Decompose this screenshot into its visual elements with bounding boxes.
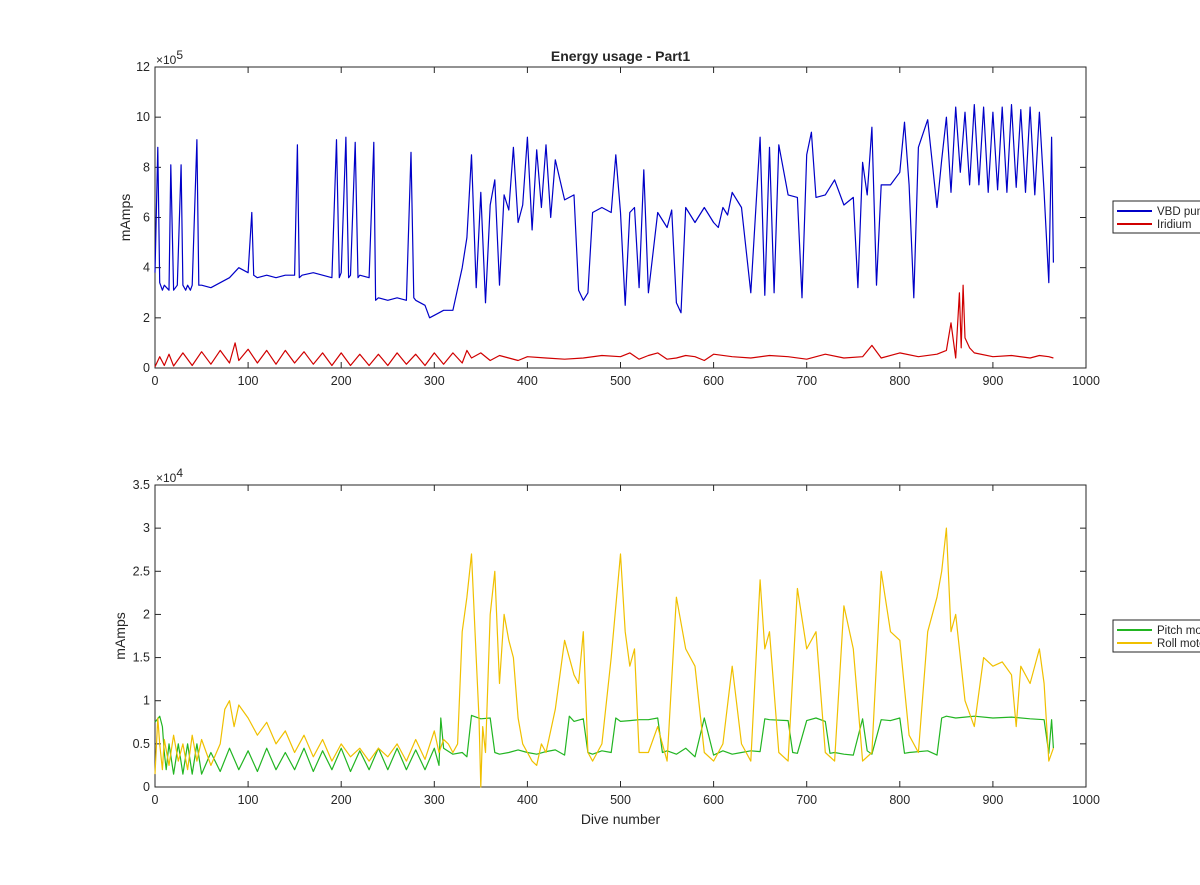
- x-tick-label: 0: [152, 374, 159, 388]
- legend-box: [1112, 200, 1200, 234]
- svg-text:×105: ×105: [156, 48, 183, 67]
- x-ticks: 0 100 200 300 400 500 600 700 800 900 1000: [152, 67, 1100, 388]
- x-tick-label: 300: [424, 374, 445, 388]
- x-tick-label: 400: [517, 793, 538, 807]
- series-line-iridium: [154, 284, 1054, 367]
- x-tick-label: 900: [982, 793, 1003, 807]
- x-tick-label: 0: [152, 793, 159, 807]
- y-tick-label: 0: [143, 780, 150, 794]
- y-exponent: 4: [176, 466, 183, 480]
- y-tick-label: 6: [143, 211, 150, 225]
- x-ticks: 0 100 200 300 400 500 600 700 800 900 1000: [152, 485, 1100, 807]
- legend-label-roll: Roll motor: [1157, 638, 1200, 650]
- x-tick-label: 700: [796, 374, 817, 388]
- plot-area-frame: [154, 484, 1087, 788]
- x-tick-label: 1000: [1072, 793, 1100, 807]
- legend: VBD pump Iridium: [1112, 200, 1200, 234]
- x-tick-label: 100: [238, 793, 259, 807]
- y-ticks: 0 2 4 6 8 10 12: [136, 60, 1086, 375]
- x-tick-label: 200: [331, 793, 352, 807]
- y-axis-label: mAmps: [117, 194, 133, 241]
- y-exponent-label: ×105: [156, 48, 183, 67]
- x-tick-label: 500: [610, 374, 631, 388]
- y-tick-label: 0.5: [133, 737, 150, 751]
- x-tick-label: 600: [703, 374, 724, 388]
- y-multiplier: ×10: [156, 53, 177, 67]
- y-tick-label: 2: [143, 607, 150, 621]
- chart-energy-usage-top: Energy usage - Part1 mAmps ×105 0 100 200 3…: [117, 48, 1200, 388]
- x-tick-label: 300: [424, 793, 445, 807]
- x-axis-label: Dive number: [581, 811, 661, 827]
- y-tick-label: 1.5: [133, 651, 150, 665]
- legend-label-iridium: Iridium: [1157, 219, 1192, 231]
- chart-motors-bottom: mAmps Dive number ×104 0 100 200 300 400 500 6…: [112, 466, 1200, 827]
- y-tick-label: 4: [143, 261, 150, 275]
- x-tick-label: 200: [331, 374, 352, 388]
- y-multiplier: ×10: [156, 471, 177, 485]
- series-line-roll-motor: [154, 527, 1054, 788]
- y-tick-label: 1: [143, 694, 150, 708]
- y-tick-label: 8: [143, 160, 150, 174]
- chart-title: Energy usage - Part1: [551, 48, 690, 64]
- y-tick-label: 2.5: [133, 564, 150, 578]
- y-tick-label: 2: [143, 311, 150, 325]
- legend: Pitch motor Roll motor: [1112, 619, 1200, 653]
- y-axis-label: mAmps: [112, 612, 128, 659]
- legend-box: [1112, 619, 1200, 653]
- y-tick-label: 10: [136, 110, 150, 124]
- legend-label-vbd: VBD pump: [1157, 206, 1200, 218]
- y-exponent: 5: [176, 48, 183, 62]
- x-tick-label: 800: [889, 374, 910, 388]
- series-layer: [154, 103, 1054, 367]
- x-tick-label: 400: [517, 374, 538, 388]
- series-layer: [154, 527, 1054, 788]
- y-exponent-label: ×104: [156, 466, 183, 485]
- y-tick-label: 12: [136, 60, 150, 74]
- legend-label-pitch: Pitch motor: [1157, 625, 1200, 637]
- x-tick-label: 600: [703, 793, 724, 807]
- y-tick-label: 0: [143, 361, 150, 375]
- x-tick-label: 700: [796, 793, 817, 807]
- svg-text:×104: ×104: [156, 466, 183, 485]
- x-tick-label: 500: [610, 793, 631, 807]
- x-tick-label: 1000: [1072, 374, 1100, 388]
- series-line-pitch-motor: [154, 714, 1054, 775]
- series-line-vbd-pump: [154, 103, 1054, 319]
- x-tick-label: 900: [982, 374, 1003, 388]
- x-tick-label: 100: [238, 374, 259, 388]
- x-tick-label: 800: [889, 793, 910, 807]
- y-tick-label: 3: [143, 521, 150, 535]
- y-tick-label: 3.5: [133, 478, 150, 492]
